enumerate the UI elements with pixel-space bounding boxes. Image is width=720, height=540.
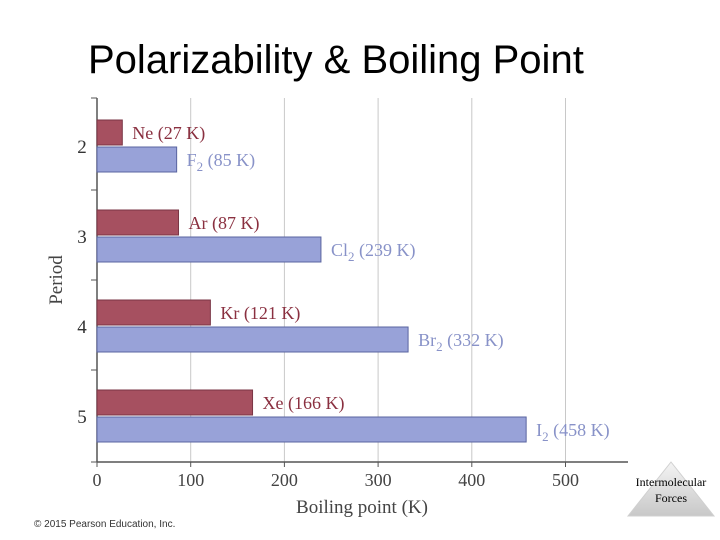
halogen-bar-period-4 xyxy=(96,326,409,353)
x-tick-label-0: 0 xyxy=(93,470,102,490)
noble-gas-label-period-5: Xe (166 K) xyxy=(263,393,345,414)
noble-gas-label-period-3: Ar (87 K) xyxy=(189,213,260,234)
x-axis-title: Boiling point (K) xyxy=(296,497,428,518)
x-tick-label-300: 300 xyxy=(365,470,392,490)
noble-gas-bar-period-4 xyxy=(96,299,211,326)
halogen-bar-period-3 xyxy=(96,236,322,263)
period-label-4: 4 xyxy=(77,317,87,338)
halogen-bar-period-2 xyxy=(96,146,178,173)
period-label-2: 2 xyxy=(77,137,87,158)
noble-gas-bar-period-2 xyxy=(96,119,123,146)
x-tick-label-400: 400 xyxy=(458,470,485,490)
y-axis-title: Period xyxy=(46,255,67,305)
noble-gas-bar-period-3 xyxy=(96,209,180,236)
halogen-label-period-4: Br2 (332 K) xyxy=(418,330,504,354)
halogen-label-period-5: I2 (458 K) xyxy=(536,420,610,444)
x-tick-label-100: 100 xyxy=(177,470,204,490)
topic-badge: Intermolecular Forces xyxy=(626,460,716,518)
copyright-notice: © 2015 Pearson Education, Inc. xyxy=(34,519,176,530)
badge-line-2: Forces xyxy=(655,491,687,505)
noble-gas-label-period-4: Kr (121 K) xyxy=(220,303,300,324)
halogen-label-period-3: Cl2 (239 K) xyxy=(331,240,416,264)
x-tick-label-200: 200 xyxy=(271,470,298,490)
badge-line-1: Intermolecular xyxy=(635,475,707,489)
period-label-5: 5 xyxy=(77,407,87,428)
noble-gas-bar-period-5 xyxy=(96,389,254,416)
period-label-3: 3 xyxy=(77,227,87,248)
slide-title: Polarizability & Boiling Point xyxy=(88,38,584,82)
halogen-label-period-2: F2 (85 K) xyxy=(187,150,256,174)
x-tick-label-500: 500 xyxy=(552,470,579,490)
noble-gas-label-period-2: Ne (27 K) xyxy=(132,123,205,144)
halogen-bar-period-5 xyxy=(96,416,527,443)
triangle-icon xyxy=(626,461,716,517)
